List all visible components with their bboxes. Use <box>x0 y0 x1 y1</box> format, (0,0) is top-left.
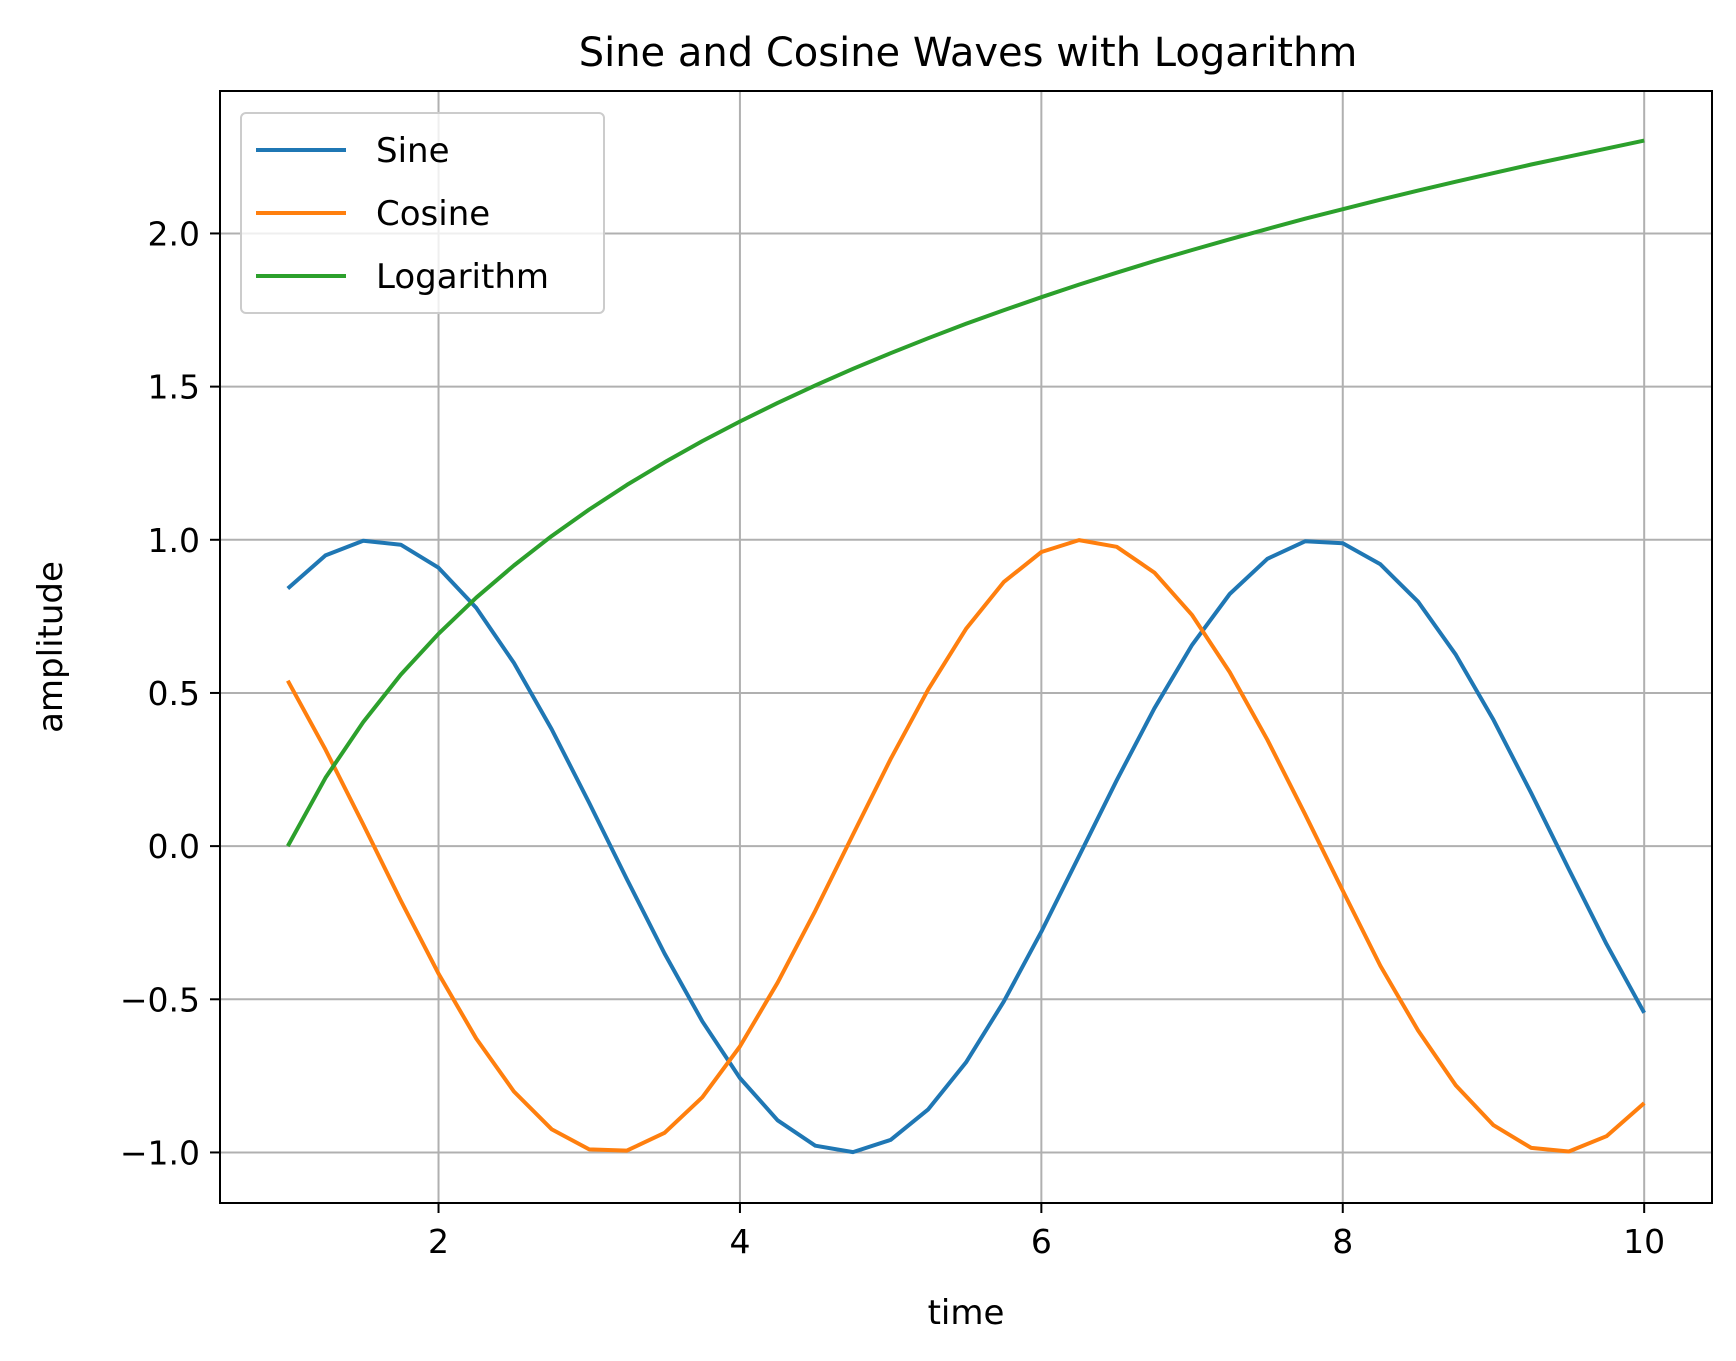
x-tick-label: 8 <box>1332 1222 1353 1261</box>
y-axis-label: amplitude <box>31 561 71 733</box>
chart-title: Sine and Cosine Waves with Logarithm <box>579 30 1358 76</box>
legend: Sine Cosine Logarithm <box>240 112 605 314</box>
x-tick-label: 2 <box>428 1222 449 1261</box>
legend-label-cosine: Cosine <box>376 194 490 234</box>
x-tick-label: 6 <box>1031 1222 1052 1261</box>
y-axis: −1.0 −0.5 0.0 0.5 1.0 1.5 2.0 <box>120 214 220 1172</box>
x-tick-label: 4 <box>729 1222 750 1261</box>
y-tick-label: −1.0 <box>120 1133 200 1172</box>
x-tick-label: 10 <box>1623 1222 1665 1261</box>
x-axis-label: time <box>928 1293 1005 1333</box>
series-line-cosine <box>286 538 1646 1154</box>
series-line-logarithm <box>286 138 1645 848</box>
y-tick-label: −0.5 <box>120 980 200 1019</box>
y-tick-label: 0.5 <box>148 674 200 713</box>
legend-label-logarithm: Logarithm <box>376 257 549 297</box>
series-layer <box>286 138 1646 1155</box>
legend-box <box>240 112 605 314</box>
series-line-sine <box>286 538 1646 1155</box>
legend-label-sine: Sine <box>376 131 450 171</box>
grid <box>220 91 1712 1203</box>
y-tick-label: 0.0 <box>148 827 200 866</box>
x-axis: 2 4 6 8 10 <box>428 1203 1665 1261</box>
plot-frame <box>219 90 1713 1204</box>
y-tick-label: 1.0 <box>148 521 200 560</box>
y-tick-label: 2.0 <box>148 214 200 253</box>
y-tick-label: 1.5 <box>148 368 200 407</box>
